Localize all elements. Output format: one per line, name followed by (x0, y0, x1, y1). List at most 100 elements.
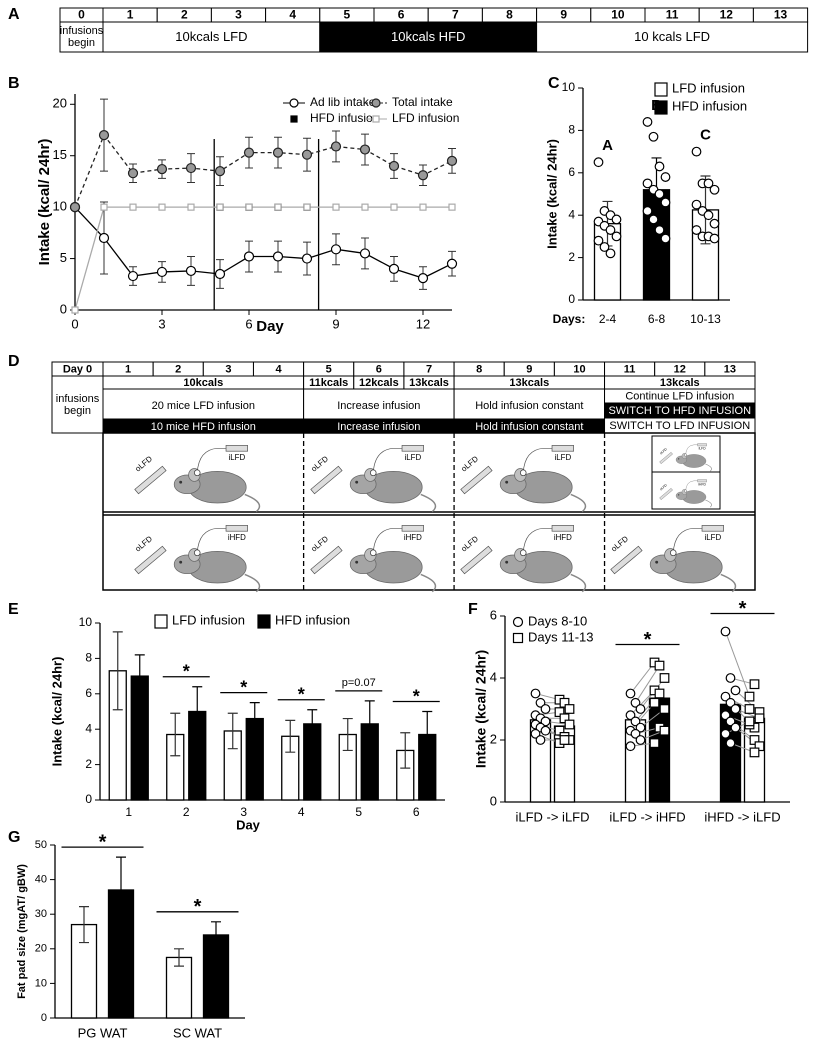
legend-marker (290, 115, 298, 123)
kcal-label: 13kcals (660, 377, 700, 389)
day-label: 10 (611, 8, 625, 22)
data-point (709, 233, 720, 244)
mouse-eye (179, 480, 183, 484)
point (330, 141, 342, 152)
data-point (749, 735, 760, 745)
pair-line (630, 662, 655, 694)
day-label: Day 0 (63, 363, 92, 375)
significance-label: * (739, 598, 747, 620)
point (129, 203, 137, 211)
kcal-label: 10kcals (183, 377, 223, 389)
day-label: 1 (125, 363, 131, 375)
x-tick-label: 5 (355, 805, 362, 819)
x-tick-label: 0 (71, 316, 78, 331)
y-tick-label: 20 (53, 96, 67, 111)
data-point (730, 722, 741, 733)
infusion-tube (522, 447, 553, 473)
data-point (649, 738, 660, 748)
legend-label: Total intake (392, 95, 453, 109)
point (243, 251, 255, 262)
lfd-label: Increase infusion (337, 400, 420, 412)
y-tick-label: 30 (35, 908, 47, 920)
legend-label: LFD infusion (672, 80, 745, 95)
lfd-cell (102, 388, 305, 420)
infusion-label: iLFD (404, 453, 421, 462)
day-label: 7 (452, 8, 459, 22)
point (98, 130, 110, 141)
mouse-eye (505, 480, 509, 484)
data-point (642, 206, 653, 216)
y-tick-label: 0 (568, 292, 575, 306)
kcal-label: 13kcals (509, 377, 549, 389)
legend-label: LFD infusion (172, 612, 245, 627)
oral-syringe (134, 545, 167, 575)
data-point (654, 225, 665, 235)
y-tick-label: 10 (79, 615, 93, 629)
legend-swatch (257, 614, 271, 629)
error-bar (285, 719, 296, 753)
data-point (754, 741, 765, 752)
point (185, 162, 197, 174)
data-point (625, 688, 636, 699)
infusion-tube (372, 527, 403, 553)
point (446, 155, 458, 166)
pair-line (725, 631, 750, 697)
data-point (599, 242, 610, 252)
y-tick-label: 50 (35, 839, 47, 851)
point (419, 203, 427, 211)
y-axis-label: Intake (kcal/ 24hr) (49, 657, 64, 767)
error-bar (112, 631, 123, 711)
day-label: 1 (127, 8, 134, 22)
mouse-illustration: oLFD iLFD (659, 443, 712, 472)
mouse-tail (420, 573, 437, 593)
x-tick-label: 3 (240, 805, 247, 819)
point (417, 273, 429, 284)
data-point (554, 707, 565, 717)
pump-syringe (701, 525, 724, 532)
legend-label: Days 11-13 (528, 629, 594, 644)
panel-label: F (468, 601, 478, 618)
panel-label: A (8, 6, 20, 23)
x-tick-label: 6 (245, 316, 252, 331)
infusion-label: iLFD (228, 453, 245, 462)
y-tick-label: 6 (490, 607, 497, 622)
data-point (535, 735, 546, 745)
point (98, 232, 110, 244)
point (359, 248, 371, 259)
y-tick-label: 20 (35, 943, 47, 955)
data-point (554, 725, 565, 736)
oral-syringe (659, 488, 673, 500)
x-axis-label: Days: (553, 312, 586, 326)
day-label: 4 (289, 8, 296, 22)
point (71, 306, 79, 314)
significance-label: * (298, 684, 305, 704)
y-tick-label: 0 (41, 1012, 47, 1024)
mouse-illustration: oLFD iHFD (659, 479, 712, 508)
data-point (605, 225, 616, 235)
phase-cell (536, 21, 809, 53)
pump-syringe (401, 445, 424, 452)
x-tick-label: 3 (158, 316, 165, 331)
error-bar (116, 856, 126, 924)
start-word: infusions (60, 25, 104, 37)
phase-label: 10kcals LFD (175, 29, 247, 44)
mouse-eye (505, 560, 509, 564)
mouse-eye (678, 494, 680, 496)
pump-syringe (551, 445, 574, 452)
x-tick-label: 6 (413, 805, 420, 819)
oral-syringe (460, 545, 493, 575)
x-tick-label: 10-13 (690, 312, 721, 326)
y-axis-label: Intake (kcal/ 24hr) (36, 139, 53, 266)
cannula (194, 549, 201, 557)
y-tick-label: 15 (53, 147, 67, 162)
mouse-eye (179, 560, 183, 564)
x-tick-label: iLFD -> iHFD (609, 809, 685, 824)
legend-label: Days 8-10 (528, 613, 587, 628)
mouse-tail (244, 493, 261, 513)
error-bar (364, 700, 375, 748)
oral-syringe (460, 465, 493, 495)
mouse-tail (705, 463, 712, 472)
point (158, 203, 166, 211)
data-point (530, 728, 541, 739)
x-axis-label: Day (236, 817, 261, 832)
